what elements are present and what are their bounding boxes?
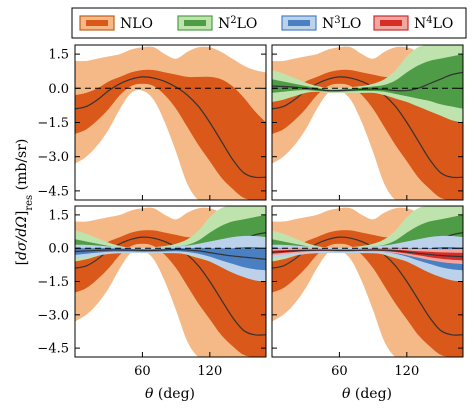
x-tick-label: 60 <box>331 364 348 379</box>
panel-top-right <box>271 44 464 201</box>
y-tick-label: 1.5 <box>48 208 69 223</box>
y-tick-label: 0.0 <box>48 242 69 257</box>
band-outer-n2lo <box>272 45 463 123</box>
y-axis-label: [dσ/dΩ]res (mb/sr) <box>14 139 35 266</box>
y-tick-label: −1.5 <box>37 275 69 290</box>
legend-swatch-inner-n2lo <box>184 20 206 26</box>
panel-top-left: 1.5 0.0 −1.5 −3.0 −4.5 <box>37 44 267 201</box>
legend-label-nlo: NLO <box>120 16 153 32</box>
plot-area-bottom-left <box>75 206 266 357</box>
central-line-n4lo <box>272 249 463 258</box>
central-line-nlo <box>75 76 266 179</box>
central-line-n3lo <box>75 248 266 260</box>
band-inner-nlo <box>75 69 266 200</box>
plot-area-top-right <box>272 45 463 200</box>
x-axis-label: θ (deg) <box>342 386 392 402</box>
band-outer-n3lo <box>75 235 266 282</box>
legend-entry-n4lo: N4LO <box>373 15 453 33</box>
legend-entry-n3lo: N3LO <box>281 15 361 33</box>
legend-entry-n2lo: N2LO <box>177 15 257 33</box>
panel-bottom-left: 60 120 1.5 0.0 −1.5 −3.0 −4.5 <box>37 205 267 379</box>
y-tick-label: −1.5 <box>37 116 69 131</box>
legend-swatch-inner-n4lo <box>380 20 402 26</box>
legend-label-n4lo: N4LO <box>414 15 453 33</box>
band-inner-n2lo <box>272 54 463 109</box>
x-axis-label: θ (deg) <box>145 386 195 402</box>
y-tick-label: −3.0 <box>37 308 69 323</box>
legend: NLO N2LO N3LO N4LO <box>71 7 467 39</box>
band-inner-n4lo <box>272 249 463 261</box>
legend-swatch-inner-nlo <box>86 20 108 26</box>
axis-labels: θ (deg) θ (deg) [dσ/dΩ]res (mb/sr) <box>14 139 392 402</box>
x-tick-label: 120 <box>197 364 222 379</box>
legend-entry-nlo: NLO <box>79 15 153 32</box>
panel-bottom-right: 60 120 <box>271 205 464 379</box>
x-tick-label: 60 <box>134 364 151 379</box>
legend-label-n3lo: N3LO <box>322 15 361 33</box>
y-tick-label: −4.5 <box>37 342 69 357</box>
legend-label-n2lo: N2LO <box>218 15 257 33</box>
y-tick-label: 1.5 <box>48 48 69 63</box>
band-inner-n3lo <box>75 246 266 271</box>
y-tick-label: −4.5 <box>37 184 69 199</box>
panels: 1.5 0.0 −1.5 −3.0 −4.5 60 120 1.5 0.0 −1.5 −3.0 −4.… <box>37 44 464 379</box>
x-tick-label: 120 <box>394 364 419 379</box>
y-tick-label: −3.0 <box>37 150 69 165</box>
plot-area-bottom-right <box>272 206 463 357</box>
band-outer-n3lo <box>272 235 463 282</box>
legend-swatch-inner-n3lo <box>288 20 310 26</box>
plot-area-top-left <box>75 46 266 200</box>
y-tick-label: 0.0 <box>48 82 69 97</box>
